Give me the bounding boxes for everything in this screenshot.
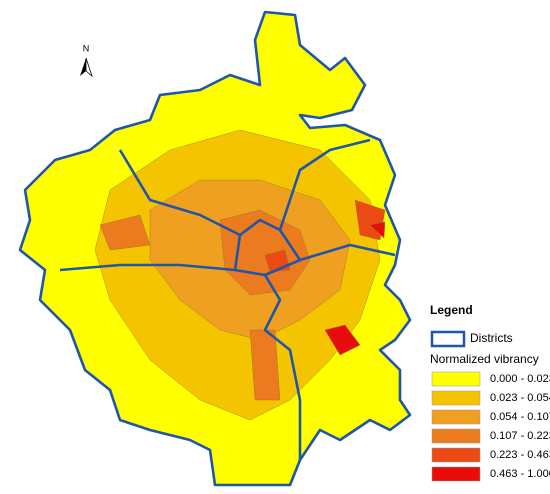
- class-swatch: [431, 390, 481, 406]
- districts-label: Districts: [470, 331, 513, 345]
- class-label: 0.023 - 0.054: [490, 392, 550, 404]
- map: [18, 10, 412, 487]
- scale-title: Normalized vibrancy: [430, 352, 539, 366]
- district-boundary: [263, 274, 302, 460]
- class-swatch: [431, 371, 481, 387]
- north-label: N: [83, 43, 90, 53]
- zone-hot: [249, 329, 281, 401]
- zone-peak: [369, 221, 386, 239]
- district-boundary: [233, 229, 302, 271]
- district-boundary: [59, 243, 396, 277]
- class-swatch: [431, 428, 481, 444]
- class-label: 0.054 - 0.107: [490, 411, 550, 423]
- districts-swatch: [430, 330, 466, 348]
- class-label: 0.107 - 0.223: [490, 430, 550, 442]
- district-boundary: [18, 10, 412, 487]
- zone-hot: [219, 209, 311, 296]
- legend-title: Legend: [430, 303, 473, 317]
- north-arrow: N: [80, 43, 93, 78]
- district-boundary: [118, 138, 371, 237]
- class-swatch: [431, 409, 481, 425]
- class-label: 0.223 - 0.463: [490, 449, 550, 461]
- zone-peak: [324, 324, 361, 356]
- north-arrow-right: [85, 57, 93, 78]
- class-label: 0.463 - 1.000: [490, 468, 550, 480]
- legend: Legend Districts Normalized vibrancy 0.0…: [430, 303, 550, 482]
- class-swatch: [431, 447, 481, 463]
- zone-hot: [99, 214, 151, 251]
- class-label: 0.000 - 0.023: [490, 373, 550, 385]
- north-arrow-left: [80, 58, 86, 76]
- class-swatch: [431, 466, 481, 482]
